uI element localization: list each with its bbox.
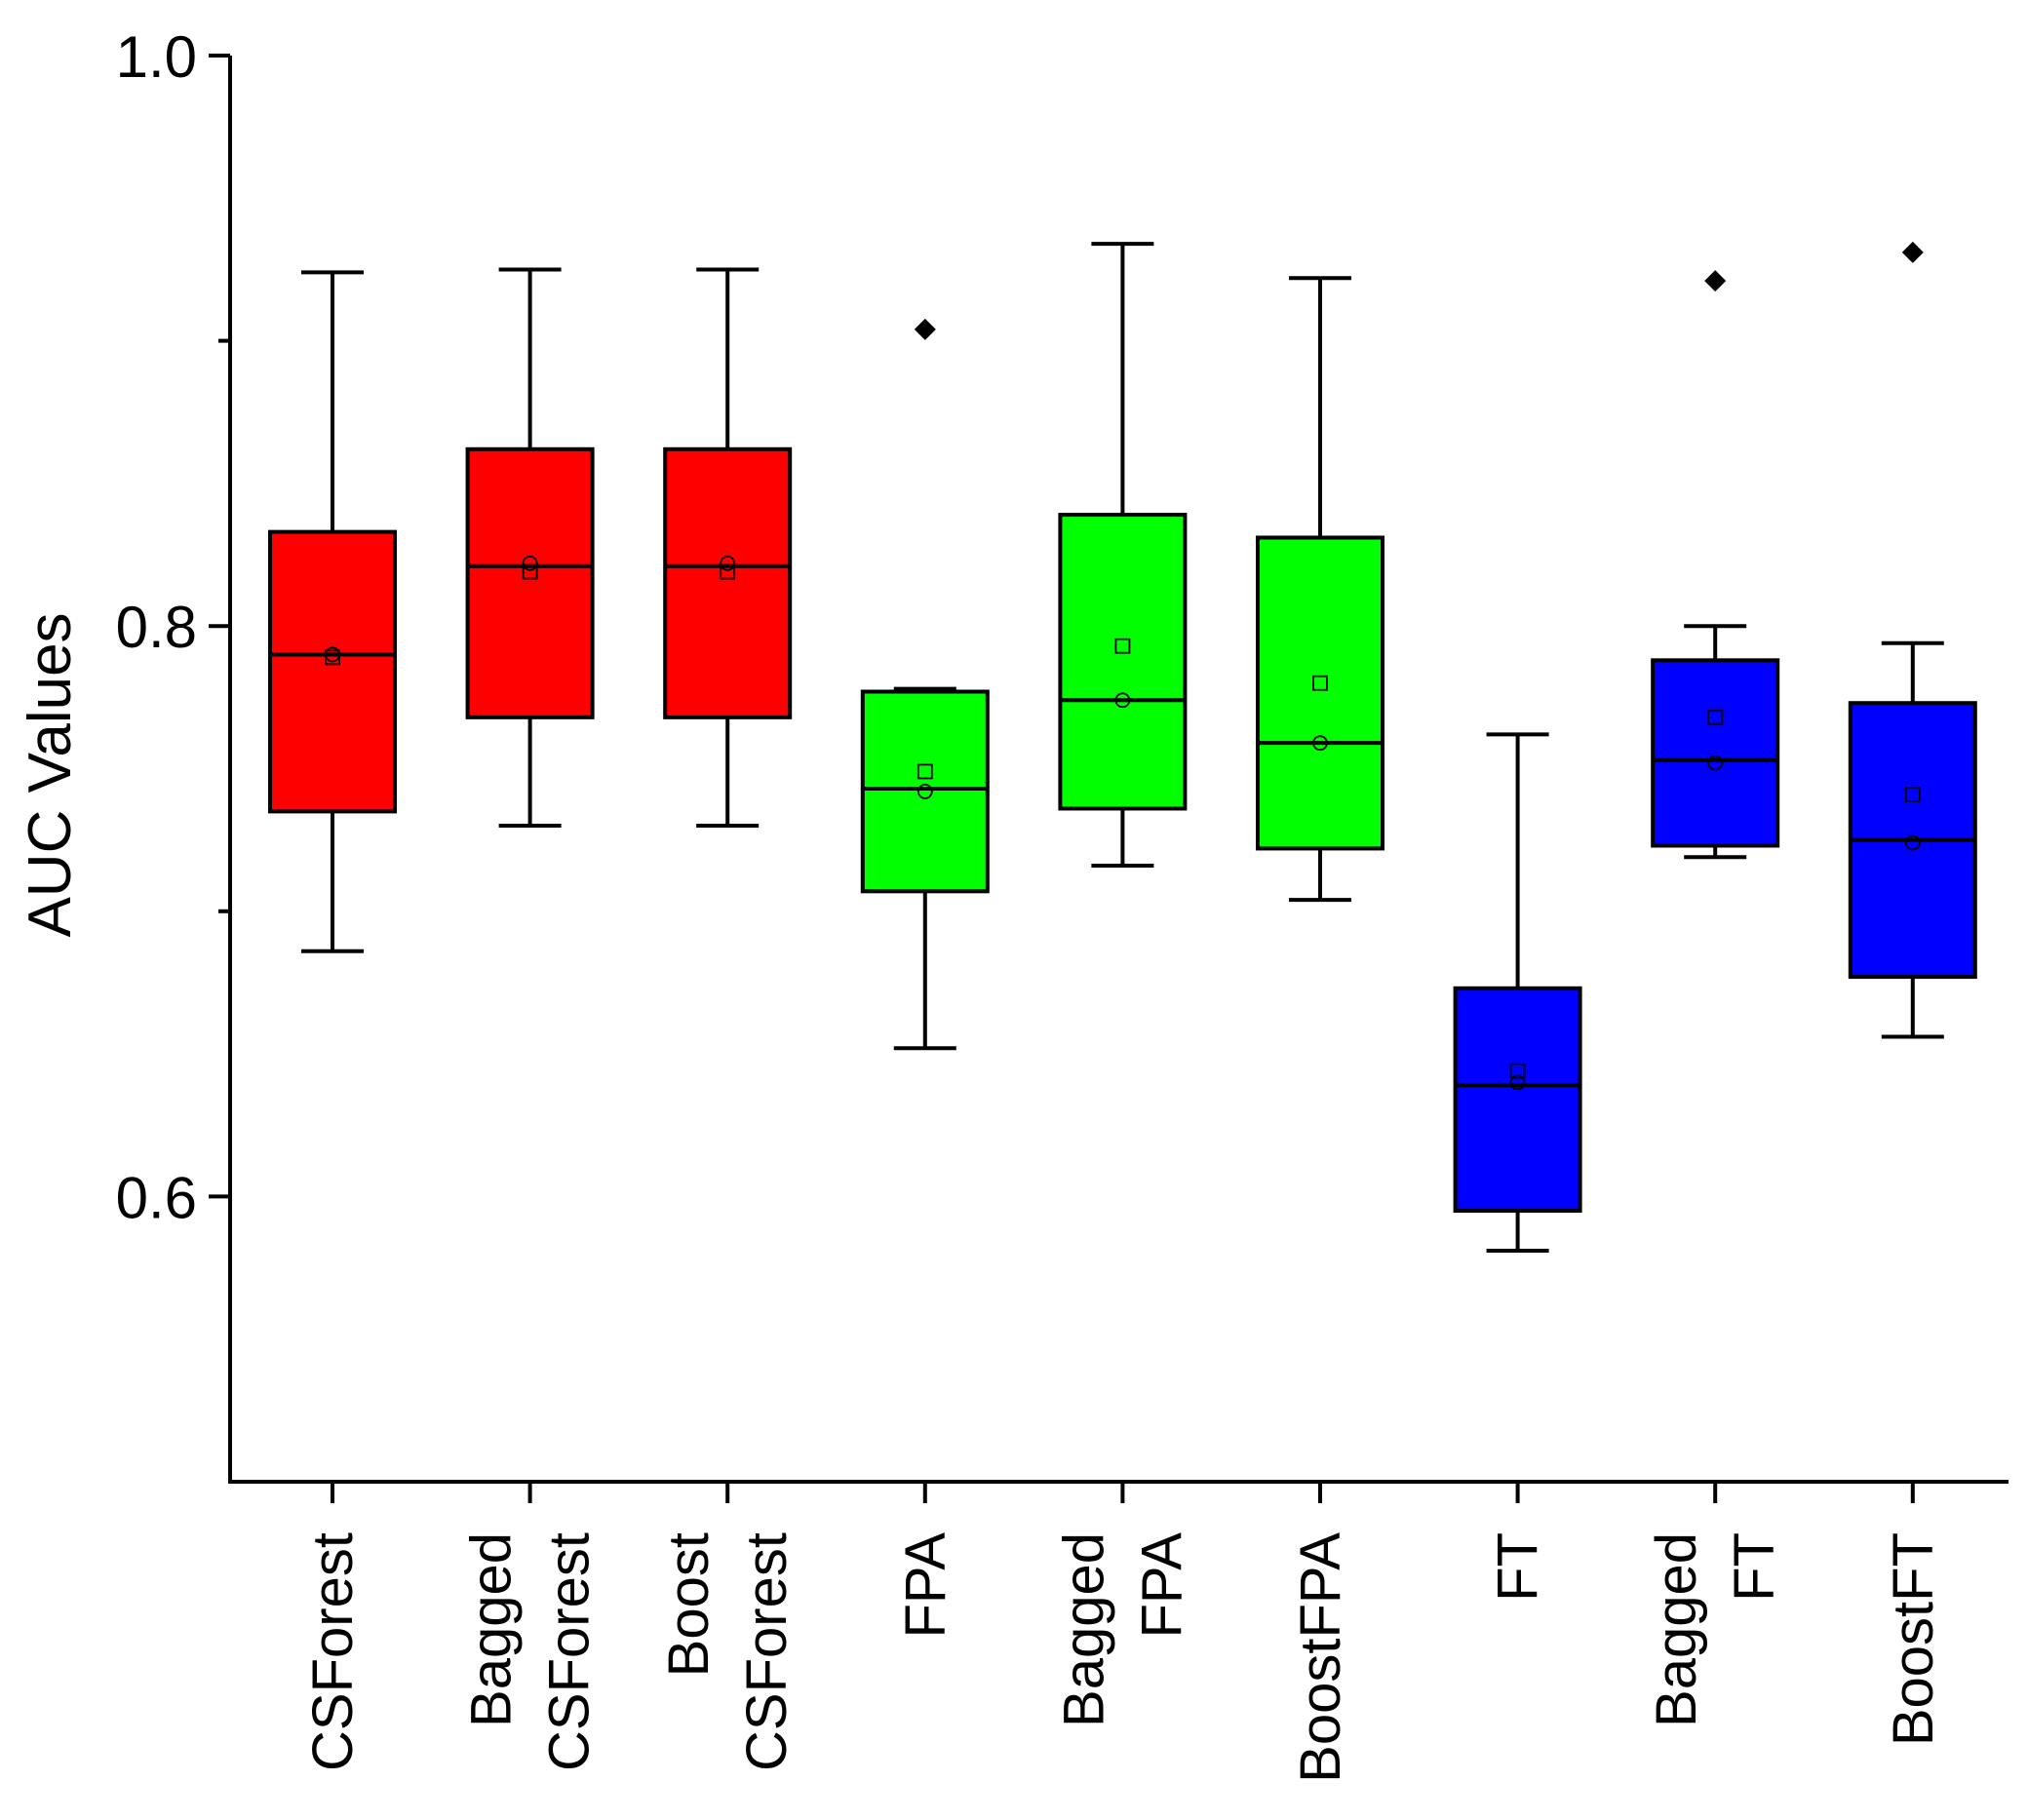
box xyxy=(1058,513,1188,811)
x-category-label: Boost xyxy=(657,1532,721,1677)
circle-marker xyxy=(1114,692,1131,709)
mean-marker xyxy=(522,563,538,580)
x-category-label: CSForest xyxy=(735,1532,799,1771)
outlier-marker xyxy=(914,318,936,340)
box xyxy=(465,446,595,719)
mean-marker xyxy=(916,763,933,780)
x-category-label: CSForest xyxy=(538,1532,602,1771)
y-tick-label: 0.6 xyxy=(116,1165,197,1230)
x-category-label: Bagged xyxy=(1052,1532,1115,1727)
outlier-marker xyxy=(1901,241,1924,263)
y-axis-label: AUC Values xyxy=(17,612,84,937)
x-category-label: Bagged xyxy=(1645,1532,1708,1727)
x-category-label: BoostFT xyxy=(1882,1532,1945,1746)
box xyxy=(663,446,793,719)
x-category-label: Bagged xyxy=(460,1532,524,1727)
x-category-label: FT xyxy=(1487,1532,1550,1602)
mean-marker xyxy=(1312,675,1328,691)
circle-marker xyxy=(522,555,538,571)
outlier-marker xyxy=(1704,270,1727,292)
x-category-label: CSForest xyxy=(301,1532,365,1771)
circle-marker xyxy=(325,646,340,663)
circle-marker xyxy=(1904,834,1921,851)
circle-marker xyxy=(916,784,933,799)
box xyxy=(268,529,397,814)
y-tick-label: 0.8 xyxy=(116,595,197,660)
box xyxy=(860,689,990,894)
circle-marker xyxy=(720,555,736,571)
circle-marker xyxy=(1509,1074,1526,1091)
mean-marker xyxy=(720,563,736,580)
x-category-label: FPA xyxy=(1130,1532,1193,1639)
circle-marker xyxy=(1707,755,1724,771)
y-tick-label: 1.0 xyxy=(116,24,197,90)
circle-marker xyxy=(1312,735,1328,752)
mean-marker xyxy=(1707,709,1724,725)
box xyxy=(1453,986,1582,1214)
box xyxy=(1651,658,1780,848)
x-category-label: BoostFPA xyxy=(1289,1532,1352,1783)
mean-marker xyxy=(1509,1063,1526,1079)
mean-marker xyxy=(1904,786,1921,802)
mean-marker xyxy=(1114,638,1131,654)
x-category-label: FT xyxy=(1723,1532,1786,1602)
x-category-label: FPA xyxy=(894,1532,957,1639)
box xyxy=(1256,535,1384,851)
